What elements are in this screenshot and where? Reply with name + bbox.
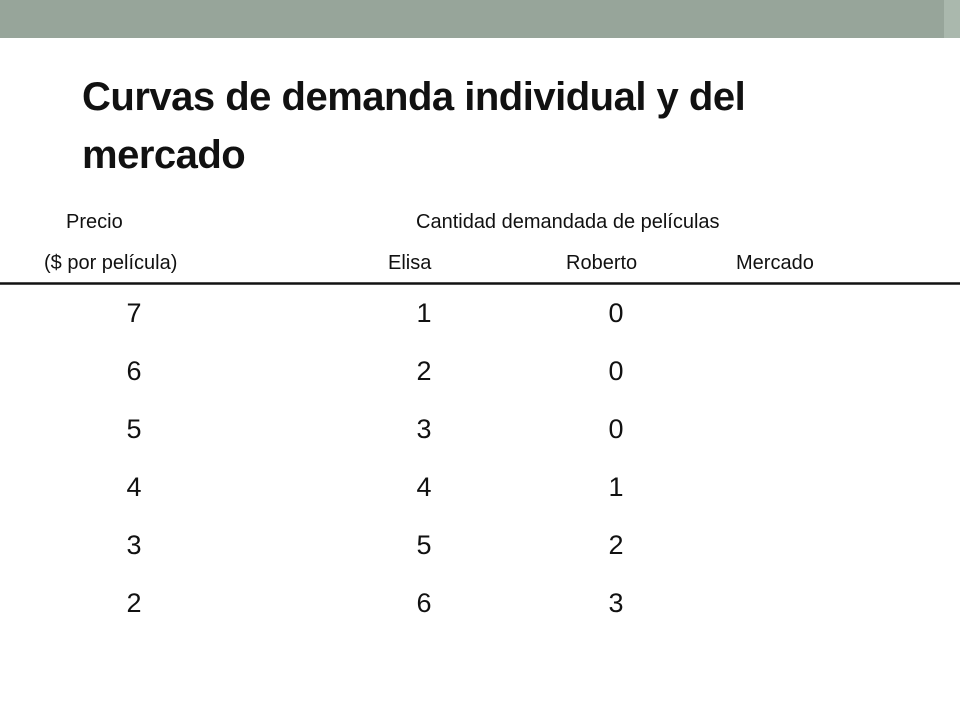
cell-precio: 7 (126, 298, 142, 328)
cell-elisa: 3 (416, 414, 432, 444)
cell-roberto: 0 (608, 356, 624, 386)
cell-precio: 2 (126, 588, 142, 618)
cell-elisa: 5 (416, 530, 432, 560)
header-col-roberto: Roberto (566, 252, 638, 274)
cell-roberto: 2 (608, 530, 624, 560)
cell-roberto: 3 (608, 588, 624, 618)
cell-precio: 6 (126, 356, 142, 386)
cell-elisa: 6 (416, 588, 432, 618)
cell-precio: 4 (126, 472, 142, 502)
cell-roberto: 1 (608, 472, 624, 502)
cell-precio: 3 (126, 530, 142, 560)
header-col-elisa: Elisa (388, 252, 432, 274)
header-divider (0, 282, 960, 285)
cell-precio: 5 (126, 414, 142, 444)
header-col-mercado: Mercado (736, 252, 814, 274)
cell-elisa: 1 (416, 298, 432, 328)
slide-title: Curvas de demanda individual y del merca… (82, 75, 746, 177)
cell-elisa: 2 (416, 356, 432, 386)
header-price-unit: ($ por película) (44, 252, 178, 274)
cell-roberto: 0 (608, 414, 624, 444)
header-quantity-demanded: Cantidad demandada de películas (416, 211, 720, 233)
cell-elisa: 4 (416, 472, 432, 502)
cell-roberto: 0 (608, 298, 624, 328)
top-banner-accent (944, 0, 960, 38)
header-price: Precio (66, 211, 123, 233)
top-banner (0, 0, 960, 38)
